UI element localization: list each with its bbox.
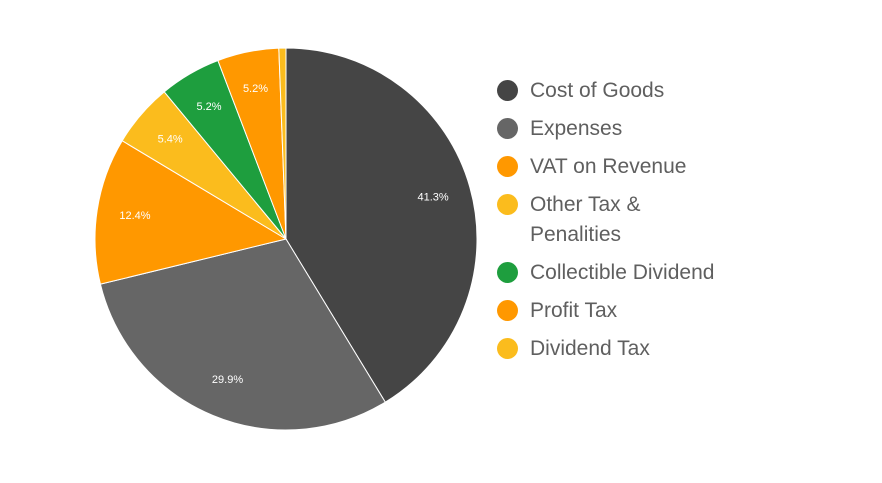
legend-swatch (497, 300, 518, 321)
legend-swatch (497, 262, 518, 283)
legend-item: Collectible Dividend (497, 258, 737, 288)
legend-item: Profit Tax (497, 296, 737, 326)
legend-label: Expenses (530, 117, 623, 140)
legend-swatch (497, 194, 518, 215)
slice-percent-label: 5.4% (158, 133, 183, 145)
legend-swatch (497, 338, 518, 359)
slice-percent-label: 29.9% (212, 374, 243, 386)
legend-label: Collectible Dividend (530, 261, 715, 284)
legend-label: Other Tax & Penalities (530, 193, 641, 246)
legend-label: VAT on Revenue (530, 155, 687, 178)
legend-item: Expenses (497, 114, 737, 144)
legend-item: Other Tax & Penalities (497, 190, 737, 250)
legend-label: Cost of Goods (530, 79, 665, 102)
legend-item: Dividend Tax (497, 334, 737, 364)
chart-legend: Cost of Goods Expenses VAT on Revenue Other… (497, 76, 737, 372)
legend-item: Cost of Goods (497, 76, 737, 106)
pie-slice (278, 47, 287, 240)
slice-percent-label: 5.2% (243, 83, 268, 95)
legend-swatch (497, 80, 518, 101)
legend-label: Dividend Tax (530, 337, 650, 360)
pie-slice (94, 140, 288, 285)
slice-percent-label: 5.2% (197, 101, 222, 113)
legend-swatch (497, 118, 518, 139)
slice-percent-label: 12.4% (119, 210, 150, 222)
legend-swatch (497, 156, 518, 177)
pie-slice (99, 238, 386, 431)
legend-label: Profit Tax (530, 299, 618, 322)
legend-item: VAT on Revenue (497, 152, 737, 182)
slice-percent-label: 41.3% (418, 192, 449, 204)
pie-slice (285, 47, 478, 403)
